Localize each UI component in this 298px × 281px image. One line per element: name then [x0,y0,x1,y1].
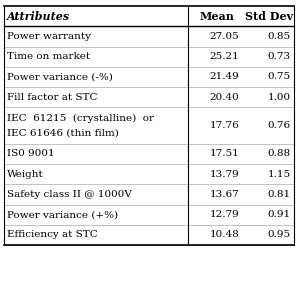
Text: Weight: Weight [7,170,43,179]
Text: 1.15: 1.15 [268,170,291,179]
Text: 13.79: 13.79 [209,170,239,179]
Text: IS0 9001: IS0 9001 [7,149,54,158]
Text: 25.21: 25.21 [209,52,239,61]
Text: 0.95: 0.95 [268,230,291,239]
Text: 0.81: 0.81 [268,190,291,199]
Text: 13.67: 13.67 [209,190,239,199]
Text: 21.49: 21.49 [209,72,239,81]
Text: 27.05: 27.05 [209,32,239,41]
Text: Safety class II @ 1000V: Safety class II @ 1000V [7,190,131,199]
Text: 12.79: 12.79 [209,210,239,219]
Text: Mean: Mean [199,11,235,22]
Text: 0.76: 0.76 [268,121,291,130]
Text: IEC 61646 (thin film): IEC 61646 (thin film) [7,128,118,137]
Text: 0.85: 0.85 [268,32,291,41]
Text: Efficiency at STC: Efficiency at STC [7,230,97,239]
Text: 17.51: 17.51 [209,149,239,158]
Text: 10.48: 10.48 [209,230,239,239]
Text: 20.40: 20.40 [209,93,239,102]
Text: Time on market: Time on market [7,52,90,61]
Text: IEC  61215  (crystalline)  or: IEC 61215 (crystalline) or [7,114,153,123]
Text: 0.75: 0.75 [268,72,291,81]
Text: Attributes: Attributes [7,11,70,22]
Text: 1.00: 1.00 [268,93,291,102]
Text: Std Dev: Std Dev [245,11,293,22]
Text: Fill factor at STC: Fill factor at STC [7,93,97,102]
Text: 0.91: 0.91 [268,210,291,219]
Text: 0.73: 0.73 [268,52,291,61]
Text: 17.76: 17.76 [209,121,239,130]
Text: Power variance (-%): Power variance (-%) [7,72,112,81]
Text: Power variance (+%): Power variance (+%) [7,210,118,219]
Text: 0.88: 0.88 [268,149,291,158]
Text: Power warranty: Power warranty [7,32,91,41]
